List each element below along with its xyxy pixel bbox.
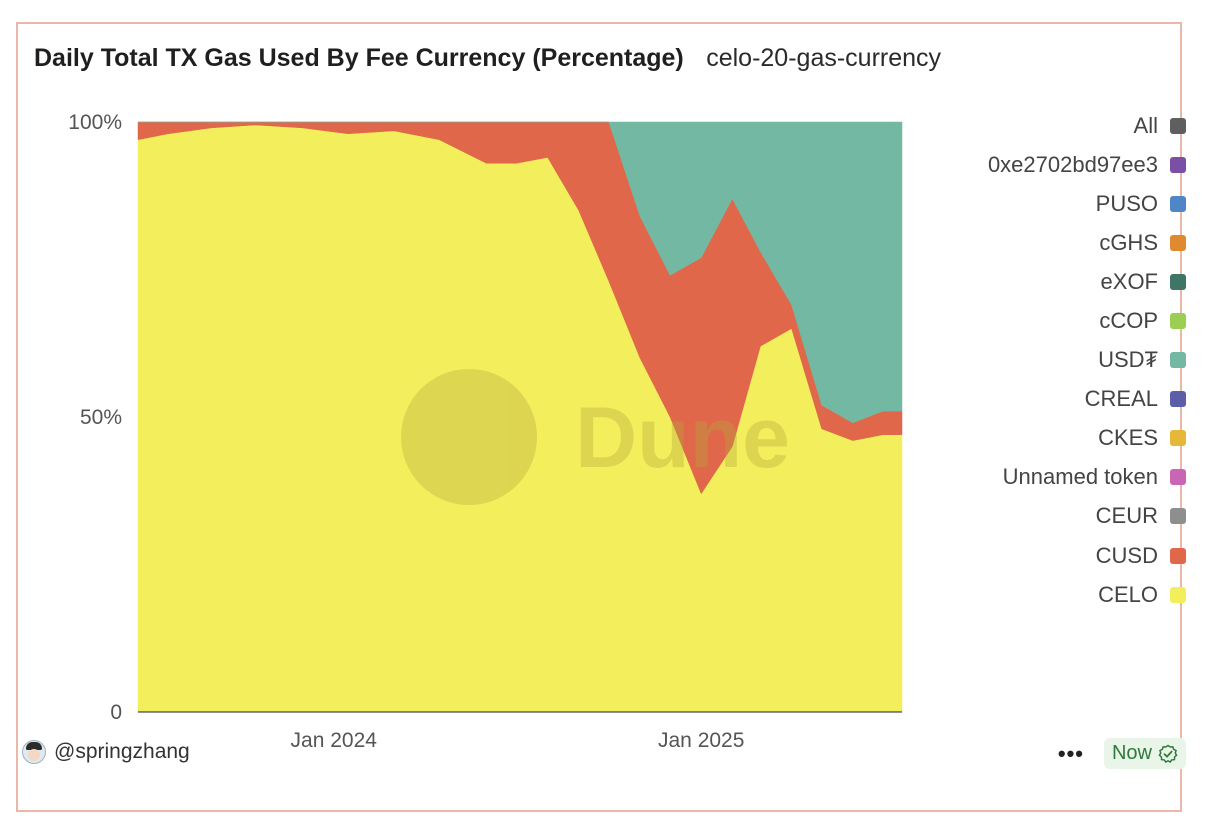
y-tick-label: 100% (68, 111, 122, 134)
legend-label: 0xe2702bd97ee3 (987, 151, 1158, 177)
legend-label: CEUR (1095, 503, 1158, 529)
status-badge[interactable]: Now (1103, 738, 1186, 769)
legend-item[interactable]: eXOF (866, 262, 1186, 301)
legend-label: cCOP (1099, 308, 1158, 334)
legend-label: cGHS (1099, 229, 1158, 255)
legend-label: PUSO (1095, 190, 1158, 216)
x-tick-label: Jan 2025 (658, 729, 744, 752)
legend-label: CKES (1098, 425, 1158, 451)
legend-swatch (1170, 586, 1186, 603)
legend-item[interactable]: CKES (866, 419, 1186, 458)
legend-item[interactable]: USD₮ (866, 341, 1186, 380)
legend-swatch (1170, 234, 1186, 251)
legend-swatch (1170, 469, 1186, 486)
author-handle[interactable]: @springzhang (54, 740, 190, 763)
legend-swatch (1170, 117, 1186, 134)
legend-item[interactable]: CELO (866, 575, 1186, 614)
area-series-usd (138, 121, 903, 424)
legend-label: All (1133, 112, 1158, 138)
legend-label: USD₮ (1098, 347, 1158, 373)
legend-label: eXOF (1100, 268, 1158, 294)
legend-item[interactable]: 0xe2702bd97ee3 (866, 145, 1186, 184)
footer-actions: ••• Now (1058, 738, 1186, 769)
legend-swatch (1170, 313, 1186, 330)
legend-swatch (1170, 156, 1186, 173)
watermark-logo-icon (401, 369, 537, 505)
legend-label: CREAL (1084, 386, 1158, 412)
legend-swatch (1170, 430, 1186, 447)
y-tick-label: 50% (80, 406, 122, 429)
legend-swatch (1170, 547, 1186, 564)
check-circle-icon (1158, 744, 1178, 763)
chart-legend: All 0xe2702bd97ee3 PUSO cGHS eXOF cCOP USD₮ CRE… (866, 106, 1186, 614)
legend-item[interactable]: cCOP (866, 301, 1186, 340)
user-avatar-icon (22, 740, 46, 764)
legend-item[interactable]: cGHS (866, 223, 1186, 262)
status-label: Now (1111, 742, 1152, 764)
more-dots-icon[interactable]: ••• (1057, 740, 1084, 766)
legend-swatch (1170, 195, 1186, 212)
legend-item[interactable]: All (866, 106, 1186, 145)
legend-item[interactable]: Unnamed token (866, 458, 1186, 497)
legend-swatch (1170, 273, 1186, 290)
legend-swatch (1170, 352, 1186, 369)
author-info[interactable]: @springzhang (22, 740, 190, 764)
y-tick-label: 0 (110, 701, 122, 724)
legend-label: Unnamed token (1002, 464, 1158, 490)
watermark: Dune (401, 369, 790, 505)
x-tick-label: Jan 2024 (291, 729, 378, 752)
title-row: Daily Total TX Gas Used By Fee Currency … (34, 44, 941, 73)
legend-item[interactable]: CREAL (866, 380, 1186, 419)
watermark-text: Dune (575, 390, 790, 486)
legend-item[interactable]: PUSO (866, 184, 1186, 223)
legend-item[interactable]: CEUR (866, 497, 1186, 536)
legend-swatch (1170, 508, 1186, 525)
legend-label: CUSD (1095, 542, 1158, 568)
legend-label: CELO (1098, 581, 1158, 607)
legend-item[interactable]: CUSD (866, 536, 1186, 575)
legend-swatch (1170, 391, 1186, 408)
chart-subtitle[interactable]: celo-20-gas-currency (706, 44, 942, 72)
chart-title: Daily Total TX Gas Used By Fee Currency … (34, 44, 684, 72)
